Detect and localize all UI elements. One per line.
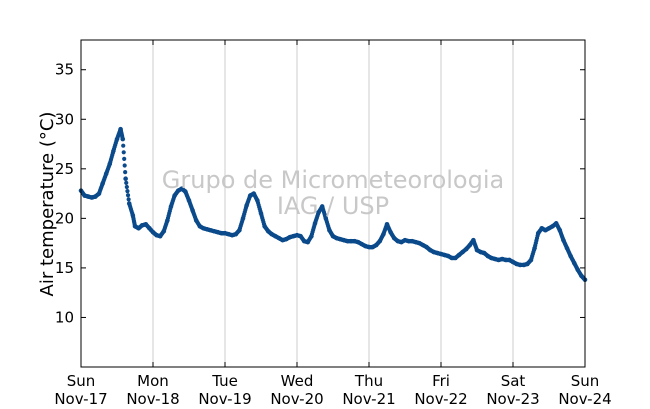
x-tick-label-day: Thu — [354, 372, 383, 390]
trace-dot — [122, 156, 127, 162]
x-tick-label-day: Sun — [571, 372, 600, 390]
x-tick-label-date: Nov-17 — [54, 390, 107, 408]
x-tick-label-date: Nov-20 — [270, 390, 323, 408]
data-point — [123, 176, 128, 182]
x-tick-label-day: Mon — [137, 372, 169, 390]
trace-dot — [122, 163, 127, 168]
x-tick-label-date: Nov-19 — [198, 390, 251, 408]
x-tick-label-day: Tue — [211, 372, 238, 390]
watermark-line-1: Grupo de Micrometeorologia — [162, 166, 504, 194]
x-tick-label-date: Nov-21 — [342, 390, 395, 408]
vertical-gridlines — [152, 40, 514, 367]
x-tick-label-day: Sat — [501, 372, 526, 390]
x-tick-label-date: Nov-23 — [486, 390, 539, 408]
x-tick-label-date: Nov-18 — [126, 390, 179, 408]
x-tick-label-day: Fri — [432, 372, 450, 390]
data-point — [120, 136, 126, 142]
trace-dot — [126, 197, 131, 202]
watermark-line-2: IAG / USP — [277, 192, 389, 220]
trace-dot — [121, 150, 126, 155]
y-tick-label: 25 — [55, 160, 74, 178]
y-tick-label: 10 — [55, 308, 74, 326]
trace-dot — [124, 184, 129, 190]
y-axis-label: Air temperature (°C) — [37, 112, 58, 297]
plot-frame — [80, 39, 586, 368]
temperature-points — [78, 126, 588, 283]
trace-dot — [123, 170, 128, 175]
y-axis: 10 15 20 25 30 35 — [55, 61, 585, 326]
trace-dot — [125, 189, 130, 194]
x-tick-label-date: Nov-24 — [558, 390, 611, 408]
trace-dot — [125, 193, 131, 198]
x-tick-label-day: Sun — [67, 372, 96, 390]
trace-dot — [121, 143, 126, 148]
trace-dot — [124, 180, 129, 185]
x-tick-label-day: Wed — [281, 372, 314, 390]
x-axis: SunNov-17MonNov-18TueNov-19WedNov-20ThuN… — [54, 40, 612, 408]
y-tick-label: 20 — [55, 209, 74, 227]
y-tick-label: 30 — [55, 110, 74, 128]
watermark: Grupo de Micrometeorologia IAG / USP — [162, 166, 504, 220]
y-tick-label: 35 — [55, 61, 74, 79]
x-tick-label-date: Nov-22 — [414, 390, 467, 408]
y-tick-label: 15 — [55, 259, 74, 277]
